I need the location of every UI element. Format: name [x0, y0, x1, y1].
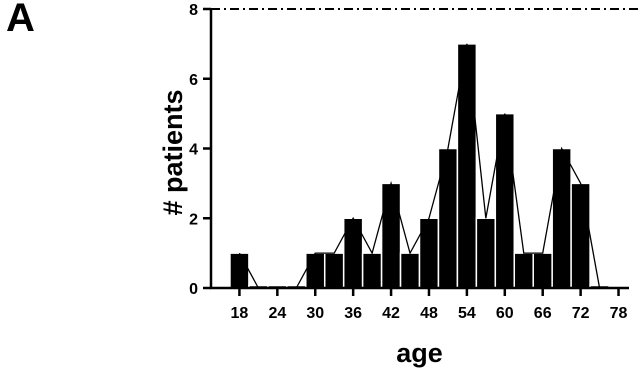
bar-66 — [532, 252, 553, 289]
x-tick-label-18: 18 — [231, 305, 249, 322]
x-tick-label-54: 54 — [458, 305, 476, 322]
bar-48 — [418, 217, 440, 289]
panel-label: A — [6, 0, 35, 40]
bar-60 — [494, 112, 516, 289]
bar-33 — [323, 252, 345, 289]
x-axis-title: age — [396, 338, 443, 368]
x-tick-label-60: 60 — [496, 305, 514, 322]
bar-39 — [361, 252, 383, 289]
bar-30 — [305, 252, 326, 289]
bar-51 — [437, 147, 459, 289]
bar-69 — [551, 147, 572, 289]
bar-72 — [570, 182, 591, 289]
y-ticks-group: 0 2 4 6 8 — [189, 2, 211, 298]
x-tick-label-24: 24 — [268, 305, 286, 322]
bar-57 — [475, 217, 497, 289]
y-tick-label-2: 2 — [189, 211, 198, 228]
x-tick-label-72: 72 — [572, 305, 590, 322]
bar-45 — [399, 252, 421, 289]
y-tick-label-8: 8 — [189, 2, 198, 19]
x-tick-label-66: 66 — [534, 305, 552, 322]
y-tick-label-6: 6 — [189, 72, 198, 89]
y-tick-label-0: 0 — [189, 281, 198, 298]
bar-36 — [342, 217, 364, 289]
frequency-polygon-line — [238, 43, 601, 289]
x-tick-label-36: 36 — [344, 305, 362, 322]
bar-63 — [513, 252, 534, 289]
x-tick-label-30: 30 — [306, 305, 324, 322]
bar-42 — [380, 182, 402, 289]
x-tick-label-78: 78 — [610, 305, 628, 322]
y-axis-title: # patients — [158, 89, 188, 215]
bars-group — [229, 43, 610, 289]
x-ticks-group: 18 24 30 36 42 48 54 60 66 72 78 — [231, 288, 628, 322]
x-tick-label-42: 42 — [382, 305, 400, 322]
x-tick-label-48: 48 — [420, 305, 438, 322]
y-tick-label-4: 4 — [189, 142, 198, 159]
bar-18 — [229, 252, 250, 289]
